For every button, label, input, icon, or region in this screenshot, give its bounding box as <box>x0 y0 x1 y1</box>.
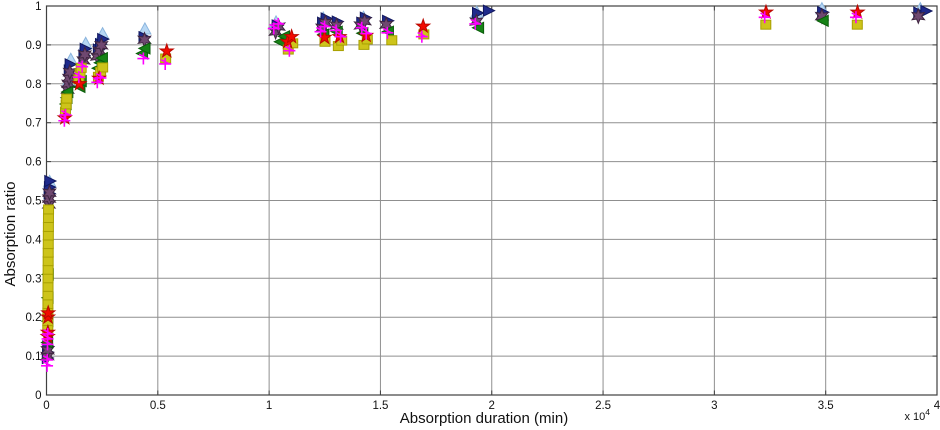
series-green-left-triangle <box>40 14 829 349</box>
y-tick-label: 0 <box>35 390 41 402</box>
x-tick-label: 0.5 <box>150 400 166 412</box>
series-red-pentagram <box>39 3 866 344</box>
y-tick-label: 0.8 <box>26 79 42 91</box>
y-axis-title: Absorption ratio <box>2 181 19 286</box>
y-tick-label: 0.3 <box>26 273 42 285</box>
x-tick-label: 3.5 <box>818 400 834 412</box>
y-tick-label: 1 <box>35 1 41 13</box>
x-axis-multiplier: x 104 <box>904 407 930 423</box>
series-navy-right-triangle <box>41 4 934 365</box>
series-light-blue-up-triangle <box>42 1 928 187</box>
x-tick-label: 0 <box>43 400 49 412</box>
series-purple-hexagram <box>40 7 926 365</box>
x-tick-label: 4 <box>934 400 940 412</box>
y-tick-label: 0.5 <box>26 196 42 208</box>
y-tick-label: 0.6 <box>26 157 42 169</box>
y-tick-label: 0.9 <box>26 40 42 52</box>
x-tick-label: 1 <box>266 400 272 412</box>
x-tick-label: 1.5 <box>372 400 388 412</box>
x-axis-multiplier-exponent: 4 <box>925 407 930 417</box>
x-axis-title: Absorption duration (min) <box>400 410 568 427</box>
y-tick-label: 0.2 <box>26 312 42 324</box>
series-yellow-square <box>42 19 863 335</box>
y-tick-label: 0.1 <box>26 351 42 363</box>
series-magenta-asterisk <box>41 11 862 372</box>
x-tick-label: 2 <box>489 400 495 412</box>
chart-root: 0 0.5 1 1.5 2 2.5 3 3.5 400.10.20.30.40.50.60.70… <box>26 1 940 412</box>
y-tick-labels: 0 0.1 0.2 0.3 0.4 0.5 0.6 0.7 0.8 0.9 1 <box>26 1 43 402</box>
x-tick-label: 3 <box>711 400 717 412</box>
x-tick-labels: 0 0.5 1 1.5 2 2.5 3 3.5 4 <box>43 400 940 412</box>
y-tick-label: 0.4 <box>26 234 43 246</box>
x-tick-label: 2.5 <box>595 400 611 412</box>
y-tick-label: 0.7 <box>26 118 42 130</box>
grid-lines <box>46 6 937 395</box>
